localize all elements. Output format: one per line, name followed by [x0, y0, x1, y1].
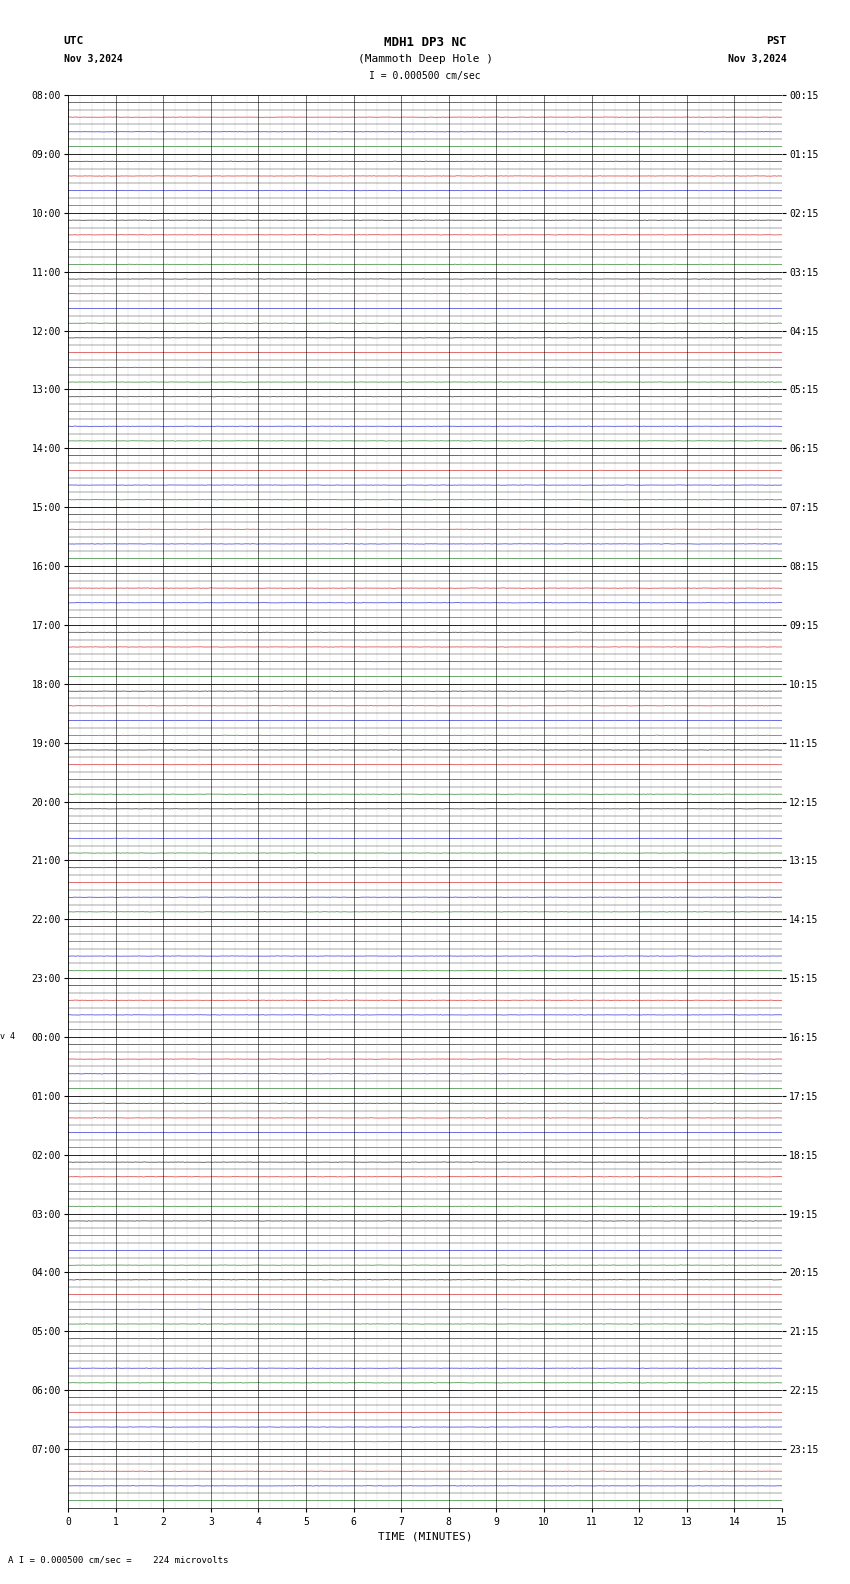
Text: Nov 3,2024: Nov 3,2024: [728, 54, 786, 63]
Text: PST: PST: [766, 36, 786, 46]
Text: Nov 3,2024: Nov 3,2024: [64, 54, 122, 63]
Text: MDH1 DP3 NC: MDH1 DP3 NC: [383, 36, 467, 49]
Text: (Mammoth Deep Hole ): (Mammoth Deep Hole ): [358, 54, 492, 63]
Text: I = 0.000500 cm/sec: I = 0.000500 cm/sec: [369, 71, 481, 81]
Text: Nov 4: Nov 4: [0, 1033, 15, 1042]
X-axis label: TIME (MINUTES): TIME (MINUTES): [377, 1532, 473, 1541]
Text: UTC: UTC: [64, 36, 84, 46]
Text: A I = 0.000500 cm/sec =    224 microvolts: A I = 0.000500 cm/sec = 224 microvolts: [8, 1555, 229, 1565]
